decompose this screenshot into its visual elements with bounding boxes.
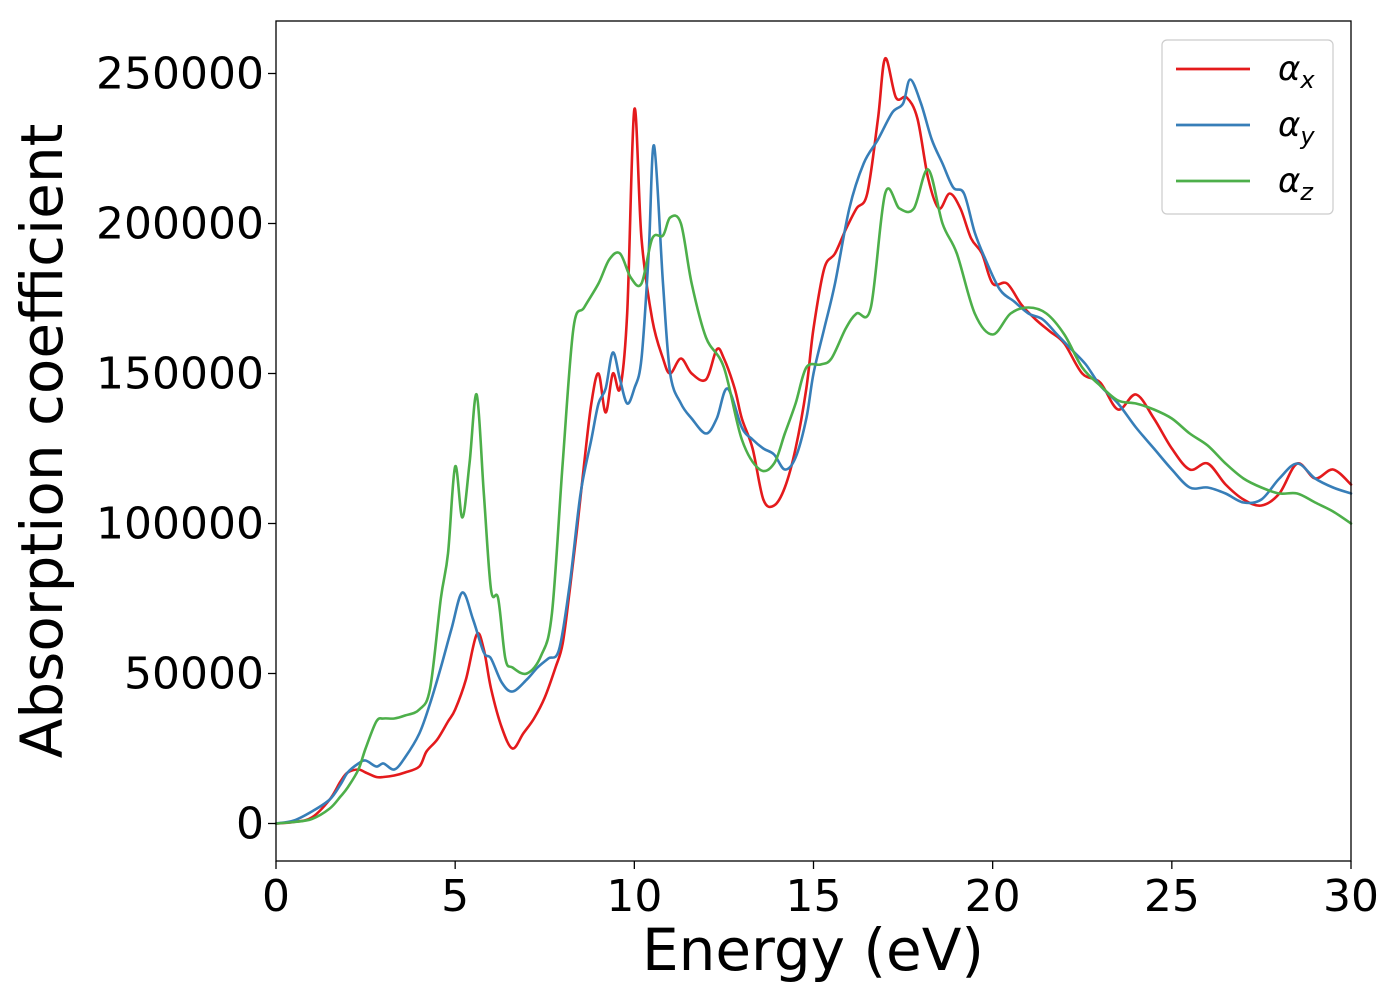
series-layer xyxy=(274,57,1353,825)
series-line-y xyxy=(274,78,1353,825)
legend-label-y: αy xyxy=(1278,105,1315,150)
y-tick-label: 50000 xyxy=(124,649,264,700)
x-tick-label: 15 xyxy=(786,871,842,922)
x-axis-label: Energy (eV) xyxy=(642,916,984,984)
legend: αx αy αz xyxy=(1161,39,1334,215)
legend-box xyxy=(1161,39,1334,215)
series-line-z xyxy=(274,168,1353,825)
x-axis: 0 5 10 15 20 25 30 xyxy=(262,861,1379,922)
x-tick-label: 10 xyxy=(606,871,662,922)
y-tick-label: 100000 xyxy=(96,499,264,550)
x-tick-label: 20 xyxy=(965,871,1021,922)
x-tick-label: 25 xyxy=(1144,871,1200,922)
y-axis-label: Absorption coefficient xyxy=(8,124,76,759)
legend-label-z: αz xyxy=(1278,161,1314,206)
legend-label-x: αx xyxy=(1278,49,1315,94)
y-axis: 0 50000 100000 150000 200000 250000 xyxy=(96,49,276,850)
y-tick-label: 0 xyxy=(236,799,264,850)
x-tick-label: 5 xyxy=(441,871,469,922)
x-tick-label: 0 xyxy=(262,871,290,922)
series-line-x xyxy=(274,57,1353,825)
y-tick-label: 150000 xyxy=(96,349,264,400)
x-tick-label: 30 xyxy=(1323,871,1379,922)
y-tick-label: 200000 xyxy=(96,199,264,250)
y-tick-label: 250000 xyxy=(96,49,264,100)
